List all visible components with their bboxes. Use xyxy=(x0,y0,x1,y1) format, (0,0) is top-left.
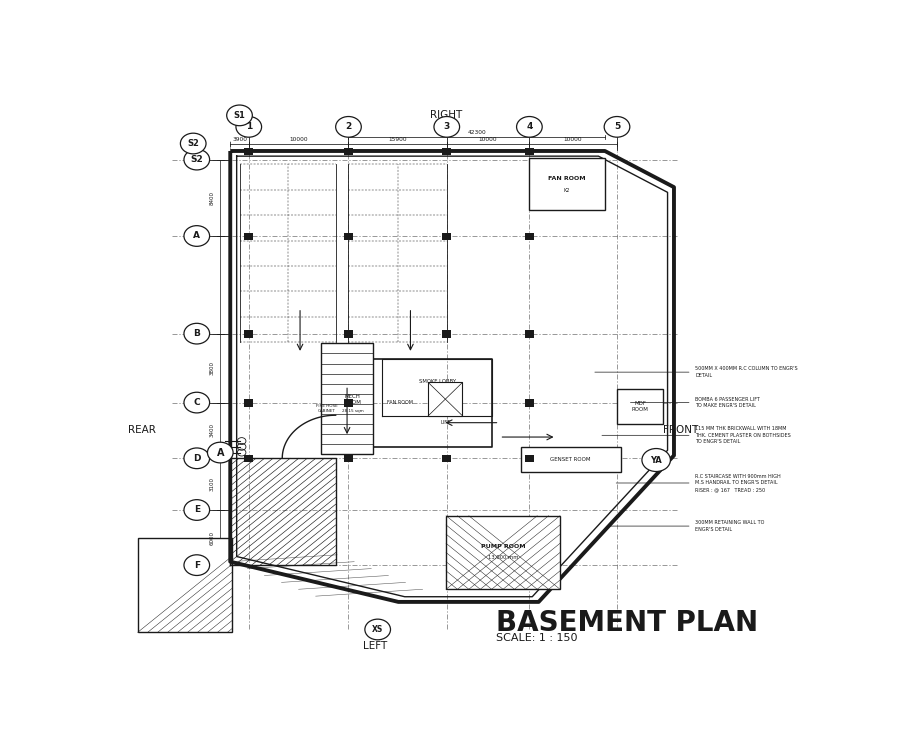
Text: MECH
ROOM: MECH ROOM xyxy=(345,395,361,405)
Text: S2: S2 xyxy=(190,155,203,164)
Bar xyxy=(525,455,534,463)
Circle shape xyxy=(516,116,542,137)
Text: YA: YA xyxy=(651,456,662,465)
Text: XS: XS xyxy=(372,625,383,634)
Bar xyxy=(443,148,451,155)
Text: 10000: 10000 xyxy=(479,137,497,142)
Text: 8400: 8400 xyxy=(210,191,215,205)
Bar xyxy=(443,330,451,338)
Bar xyxy=(525,148,534,155)
Bar xyxy=(525,233,534,240)
Text: 4: 4 xyxy=(527,122,533,131)
Text: 1: 1 xyxy=(245,122,252,131)
Circle shape xyxy=(184,323,210,344)
Bar xyxy=(521,447,620,471)
Text: 2: 2 xyxy=(346,122,352,131)
Bar xyxy=(138,538,233,633)
Bar xyxy=(244,399,253,407)
Text: 3: 3 xyxy=(444,122,450,131)
Text: E: E xyxy=(194,506,199,515)
Bar xyxy=(345,399,353,407)
Text: A: A xyxy=(193,231,200,240)
Text: 13,000 mm: 13,000 mm xyxy=(488,554,518,560)
Bar xyxy=(345,233,353,240)
Text: BASEMENT PLAN: BASEMENT PLAN xyxy=(496,609,758,636)
Circle shape xyxy=(184,225,210,246)
Circle shape xyxy=(641,448,671,471)
Bar xyxy=(617,389,664,424)
Text: FRONT: FRONT xyxy=(664,424,698,435)
Text: C: C xyxy=(194,398,200,407)
Text: S1: S1 xyxy=(233,111,245,120)
Bar xyxy=(345,330,353,338)
Text: D: D xyxy=(193,454,200,463)
Text: 5: 5 xyxy=(614,122,620,131)
Circle shape xyxy=(184,392,210,413)
Circle shape xyxy=(604,116,630,137)
Circle shape xyxy=(365,619,391,640)
Text: 300MM RETAINING WALL TO
ENGR'S DETAIL: 300MM RETAINING WALL TO ENGR'S DETAIL xyxy=(696,520,765,532)
Text: B: B xyxy=(193,329,200,338)
Text: RIGHT: RIGHT xyxy=(430,110,462,120)
Text: K2: K2 xyxy=(564,187,571,192)
Text: 42300: 42300 xyxy=(467,131,486,136)
Bar xyxy=(446,515,560,589)
Circle shape xyxy=(180,134,206,154)
Text: LEFT: LEFT xyxy=(363,641,387,651)
Text: FAN ROOM: FAN ROOM xyxy=(549,176,586,181)
Bar xyxy=(525,399,534,407)
Bar xyxy=(428,383,462,416)
Circle shape xyxy=(184,500,210,521)
Circle shape xyxy=(184,448,210,468)
Text: FIRE HOSE
CABINET: FIRE HOSE CABINET xyxy=(316,404,338,413)
Text: 10000: 10000 xyxy=(564,137,583,142)
Text: PUMP ROOM: PUMP ROOM xyxy=(481,545,526,549)
Text: SMOKE LOBBY: SMOKE LOBBY xyxy=(418,380,456,384)
Text: GENSET ROOM: GENSET ROOM xyxy=(550,457,591,462)
Circle shape xyxy=(335,116,361,137)
Bar xyxy=(443,399,451,407)
Text: SCALE: 1 : 150: SCALE: 1 : 150 xyxy=(496,633,577,643)
Text: 500MM X 400MM R.C COLUMN TO ENGR'S
DETAIL: 500MM X 400MM R.C COLUMN TO ENGR'S DETAI… xyxy=(696,366,798,378)
Text: 3800: 3800 xyxy=(210,361,215,375)
Bar xyxy=(443,455,451,463)
Bar xyxy=(345,455,353,463)
Circle shape xyxy=(184,555,210,575)
Bar xyxy=(244,455,253,463)
Text: 6000: 6000 xyxy=(210,530,215,545)
Text: F: F xyxy=(194,561,199,570)
Bar xyxy=(244,330,253,338)
Text: 3400: 3400 xyxy=(210,424,215,437)
Bar xyxy=(525,330,534,338)
Text: 28.15 sqm: 28.15 sqm xyxy=(342,410,364,413)
Text: 10000: 10000 xyxy=(289,137,308,142)
Text: 15900: 15900 xyxy=(389,137,407,142)
Circle shape xyxy=(208,442,233,463)
Circle shape xyxy=(184,149,210,170)
Text: 3900: 3900 xyxy=(232,137,247,142)
Text: 115 MM THK BRICKWALL WITH 18MM
THK. CEMENT PLASTER ON BOTHSIDES
TO ENGR'S DETAIL: 115 MM THK BRICKWALL WITH 18MM THK. CEME… xyxy=(696,426,791,445)
Text: LIFT: LIFT xyxy=(440,421,450,425)
Bar xyxy=(244,233,253,240)
Text: REAR: REAR xyxy=(128,424,156,435)
Text: A: A xyxy=(217,448,224,457)
Text: 3100: 3100 xyxy=(210,477,215,491)
Text: MDF
ROOM: MDF ROOM xyxy=(631,401,649,412)
Text: FAN ROOM: FAN ROOM xyxy=(387,400,413,405)
Bar xyxy=(322,343,373,454)
Bar xyxy=(443,233,451,240)
Circle shape xyxy=(236,116,262,137)
Bar xyxy=(244,148,253,155)
Circle shape xyxy=(227,105,253,126)
Bar xyxy=(345,148,353,155)
Text: BOMBA 6 PASSENGER LIFT
TO MAKE ENGR'S DETAIL: BOMBA 6 PASSENGER LIFT TO MAKE ENGR'S DE… xyxy=(696,397,760,408)
Circle shape xyxy=(434,116,460,137)
Text: S2: S2 xyxy=(187,139,199,148)
Text: R.C STAIRCASE WITH 900mm HIGH
M.S HANDRAIL TO ENGR'S DETAIL
RISER : @ 167   TREA: R.C STAIRCASE WITH 900mm HIGH M.S HANDRA… xyxy=(696,474,781,492)
Bar xyxy=(529,158,605,210)
